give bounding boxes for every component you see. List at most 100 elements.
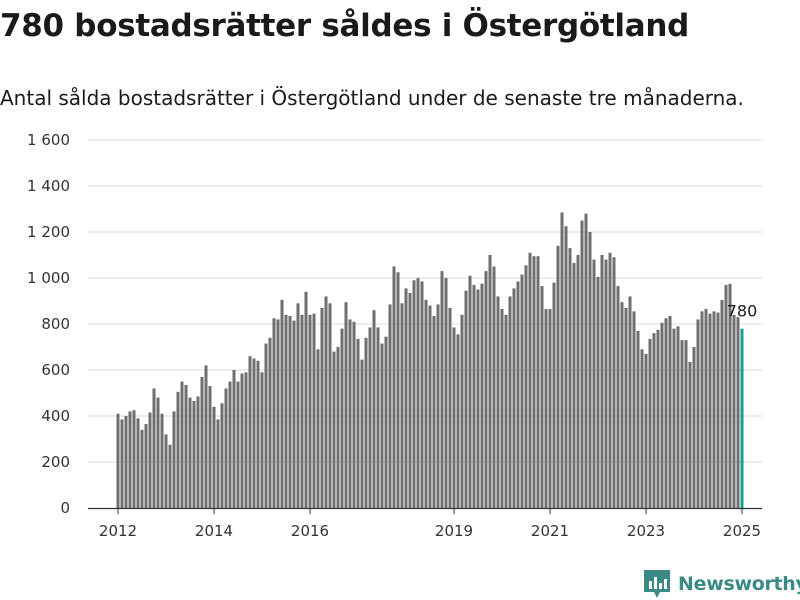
bar [500,309,504,508]
bar [588,232,592,508]
bar [512,288,516,508]
bar [260,372,264,508]
bar [380,343,384,508]
bar [228,381,232,508]
bar [612,257,616,508]
bar [664,318,668,508]
bars [116,212,744,509]
bar [196,396,200,508]
bar [352,321,356,508]
bar [684,340,688,508]
bar [360,359,364,508]
x-tick-label: 2025 [723,522,761,540]
bar [700,311,704,508]
bar [672,328,676,508]
bar [484,271,488,508]
bar [508,296,512,508]
bar [432,315,436,508]
bar [736,317,740,508]
bar [160,413,164,508]
bar [240,373,244,508]
bar [404,288,408,508]
bar [556,245,560,509]
bar [156,397,160,508]
bar [340,328,344,508]
bar [328,303,332,508]
bar [120,419,124,508]
bar [732,314,736,508]
x-axis-ticks: 2012 2014 2016 2019 2021 2023 2025 [99,508,761,540]
bar [596,276,600,508]
bar [348,319,352,508]
bar [452,327,456,508]
bar [416,278,420,508]
bar [504,314,508,508]
bar [676,326,680,508]
bar [464,290,468,508]
bar [412,280,416,508]
bar [628,296,632,508]
bar [436,304,440,508]
bar [572,263,576,508]
bar [208,386,212,508]
bar [560,212,564,508]
bar [488,255,492,508]
bar [252,358,256,508]
bar [296,303,300,508]
bar [480,283,484,508]
bar [316,349,320,508]
bar [616,286,620,508]
bar [660,322,664,508]
chart-subtitle: Antal sålda bostadsrätter i Östergötland… [0,86,744,110]
bar [528,252,532,508]
bar [728,283,732,508]
bar [656,329,660,508]
bar [116,413,120,508]
bar [724,284,728,508]
bar [332,351,336,508]
bar [280,299,284,508]
bar [232,370,236,508]
bar [132,410,136,508]
bar [472,284,476,508]
bar [456,334,460,508]
bar [460,314,464,508]
bar [368,327,372,508]
chart-title: 780 bostadsrätter såldes i Östergötland [0,8,689,44]
bar [608,252,612,508]
bar [128,411,132,508]
bar [592,259,596,508]
bar [324,296,328,508]
bar [708,313,712,508]
y-tick-label: 400 [41,407,70,425]
bar [516,281,520,508]
bar [244,372,248,508]
bar [668,315,672,508]
bar [200,376,204,508]
bar [276,319,280,508]
bar [688,361,692,508]
y-tick-label: 800 [41,315,70,333]
bar [188,397,192,508]
bar [564,226,568,508]
bar [256,360,260,508]
bar [192,401,196,508]
x-tick-label: 2021 [531,522,569,540]
bar [376,327,380,508]
bar [268,337,272,508]
bar [168,444,172,508]
bar [164,434,168,508]
y-tick-label: 600 [41,361,70,379]
bar [720,299,724,508]
bar [300,314,304,508]
bar [204,365,208,508]
bar [420,281,424,508]
bar [176,391,180,508]
bar [428,305,432,508]
bar [544,309,548,508]
bar [172,411,176,508]
bar [392,266,396,508]
newsworthy-logo-text: Newsworthy [678,573,800,595]
bar [304,291,308,508]
newsworthy-logo-icon [644,570,670,598]
